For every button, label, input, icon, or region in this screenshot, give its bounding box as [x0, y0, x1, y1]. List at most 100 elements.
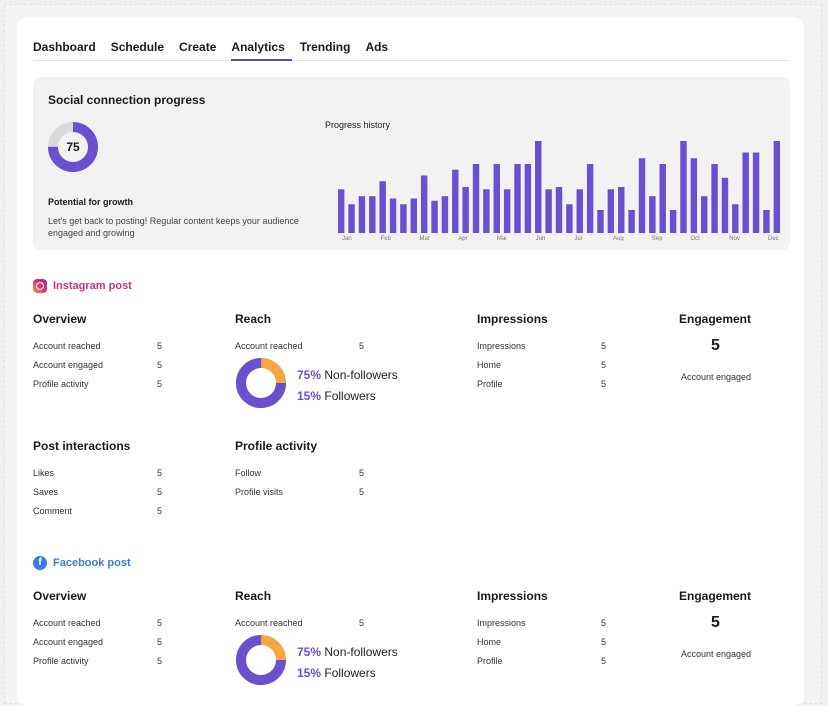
- tab-trending[interactable]: Trending: [299, 40, 351, 54]
- analytics-card: Dashboard Schedule Create Analytics Tren…: [17, 17, 804, 706]
- instagram-header: Instagram post: [33, 279, 132, 293]
- social-progress-card: Social connection progress 75 Potential …: [33, 77, 790, 250]
- history-bar: [369, 196, 376, 233]
- history-bar: [462, 187, 469, 233]
- history-bar: [700, 196, 708, 233]
- reach-row: Account reached 5: [235, 618, 365, 628]
- history-bar: [638, 158, 646, 233]
- month-tick-label: Mar: [420, 236, 430, 241]
- reach-title: Reach: [235, 589, 272, 603]
- history-bar: [545, 189, 552, 233]
- overview-row: Account reached 5: [33, 618, 163, 628]
- history-bar: [503, 189, 511, 233]
- history-bar: [514, 164, 521, 233]
- history-bar: [711, 164, 718, 233]
- history-bar: [659, 164, 666, 233]
- impressions-row: Profile 5: [477, 379, 607, 389]
- engagement-value: 5: [711, 337, 720, 354]
- followers-legend: 15% Followers: [297, 389, 376, 403]
- tab-analytics[interactable]: Analytics: [231, 39, 292, 61]
- month-tick-label: Aug: [613, 236, 624, 241]
- growth-description: Let's get back to posting! Regular conte…: [48, 216, 299, 238]
- tab-ads[interactable]: Ads: [365, 40, 389, 54]
- engagement-label: Account engaged: [681, 372, 752, 382]
- tab-dashboard[interactable]: Dashboard: [33, 40, 96, 54]
- history-bar: [420, 175, 428, 233]
- impressions-row: Impressions 5: [477, 341, 607, 351]
- overview-title: Overview: [33, 312, 87, 326]
- interaction-row: Saves 5: [33, 487, 163, 497]
- engagement-label: Account engaged: [681, 649, 752, 659]
- history-bar: [400, 204, 407, 233]
- history-bar: [555, 187, 563, 233]
- history-bar: [690, 158, 698, 233]
- history-bar: [441, 196, 449, 233]
- impressions-title: Impressions: [477, 589, 548, 603]
- profile-activity-title: Profile activity: [235, 439, 318, 453]
- score-value: 75: [66, 140, 80, 154]
- impressions-row: Impressions 5: [477, 618, 607, 628]
- month-tick-label: Oct: [691, 236, 701, 241]
- month-tick-label: Apr: [458, 236, 467, 241]
- reach-title: Reach: [235, 312, 272, 326]
- impressions-row: Home 5: [477, 637, 607, 647]
- reach-donut: [236, 635, 286, 685]
- history-bar: [576, 189, 583, 233]
- history-bar: [348, 204, 355, 233]
- tab-schedule[interactable]: Schedule: [110, 40, 165, 54]
- history-bar: [410, 198, 418, 233]
- engagement-value: 5: [711, 614, 720, 631]
- impressions-title: Impressions: [477, 312, 548, 326]
- progress-title: Social connection progress: [48, 93, 206, 107]
- history-bar: [721, 177, 729, 233]
- history-bar: [535, 141, 542, 233]
- facebook-header: f Facebook post: [33, 556, 131, 570]
- overview-row: Account engaged 5: [33, 637, 163, 647]
- history-bar: [379, 181, 386, 233]
- history-bar: [493, 164, 500, 233]
- impressions-row: Home 5: [477, 360, 607, 370]
- nav-tabs: Dashboard Schedule Create Analytics Tren…: [33, 39, 788, 61]
- history-bar: [389, 198, 397, 233]
- month-tick-label: Dec: [768, 236, 779, 241]
- history-bar: [628, 210, 635, 233]
- facebook-section: f Facebook post Overview Account reached…: [33, 552, 790, 702]
- instagram-title: Instagram post: [53, 280, 132, 292]
- history-bar: [472, 164, 480, 233]
- history-bar: [763, 210, 770, 233]
- history-bar: [586, 164, 594, 233]
- tab-create[interactable]: Create: [179, 40, 217, 54]
- instagram-section: Instagram post Overview Account reached 5…: [33, 275, 790, 535]
- non-followers-legend: 75% Non-followers: [297, 645, 398, 659]
- reach-row: Account reached 5: [235, 341, 365, 351]
- engagement-title: Engagement: [679, 312, 752, 326]
- month-tick-label: Jul: [574, 236, 582, 241]
- interaction-row: Comment 5: [33, 506, 163, 516]
- history-bar: [680, 141, 687, 233]
- history-bar: [358, 196, 366, 233]
- month-tick-label: Sep: [652, 236, 663, 241]
- overview-row: Account engaged 5: [33, 360, 163, 370]
- overview-row: Profile activity 5: [33, 379, 163, 389]
- overview-row: Profile activity 5: [33, 656, 163, 666]
- profile-activity-row: Follow 5: [235, 468, 365, 478]
- history-bar: [607, 189, 615, 233]
- month-tick-label: Jun: [536, 236, 546, 241]
- history-bar: [566, 204, 573, 233]
- score-ring: [48, 122, 98, 172]
- month-tick-label: Feb: [381, 236, 392, 241]
- interaction-row: Likes 5: [33, 468, 163, 478]
- facebook-icon: f: [33, 556, 47, 570]
- impressions-row: Profile 5: [477, 656, 607, 666]
- history-bar: [649, 196, 656, 233]
- history-bar: [742, 152, 749, 233]
- non-followers-legend: 75% Non-followers: [297, 368, 398, 382]
- post-interactions-title: Post interactions: [33, 439, 131, 453]
- history-bar: [483, 189, 490, 233]
- instagram-icon: [33, 279, 47, 293]
- history-bar: [669, 210, 677, 233]
- reach-donut: [236, 358, 286, 408]
- month-tick-label: Jan: [342, 236, 352, 241]
- history-bar: [452, 169, 459, 233]
- history-bar: [732, 204, 739, 233]
